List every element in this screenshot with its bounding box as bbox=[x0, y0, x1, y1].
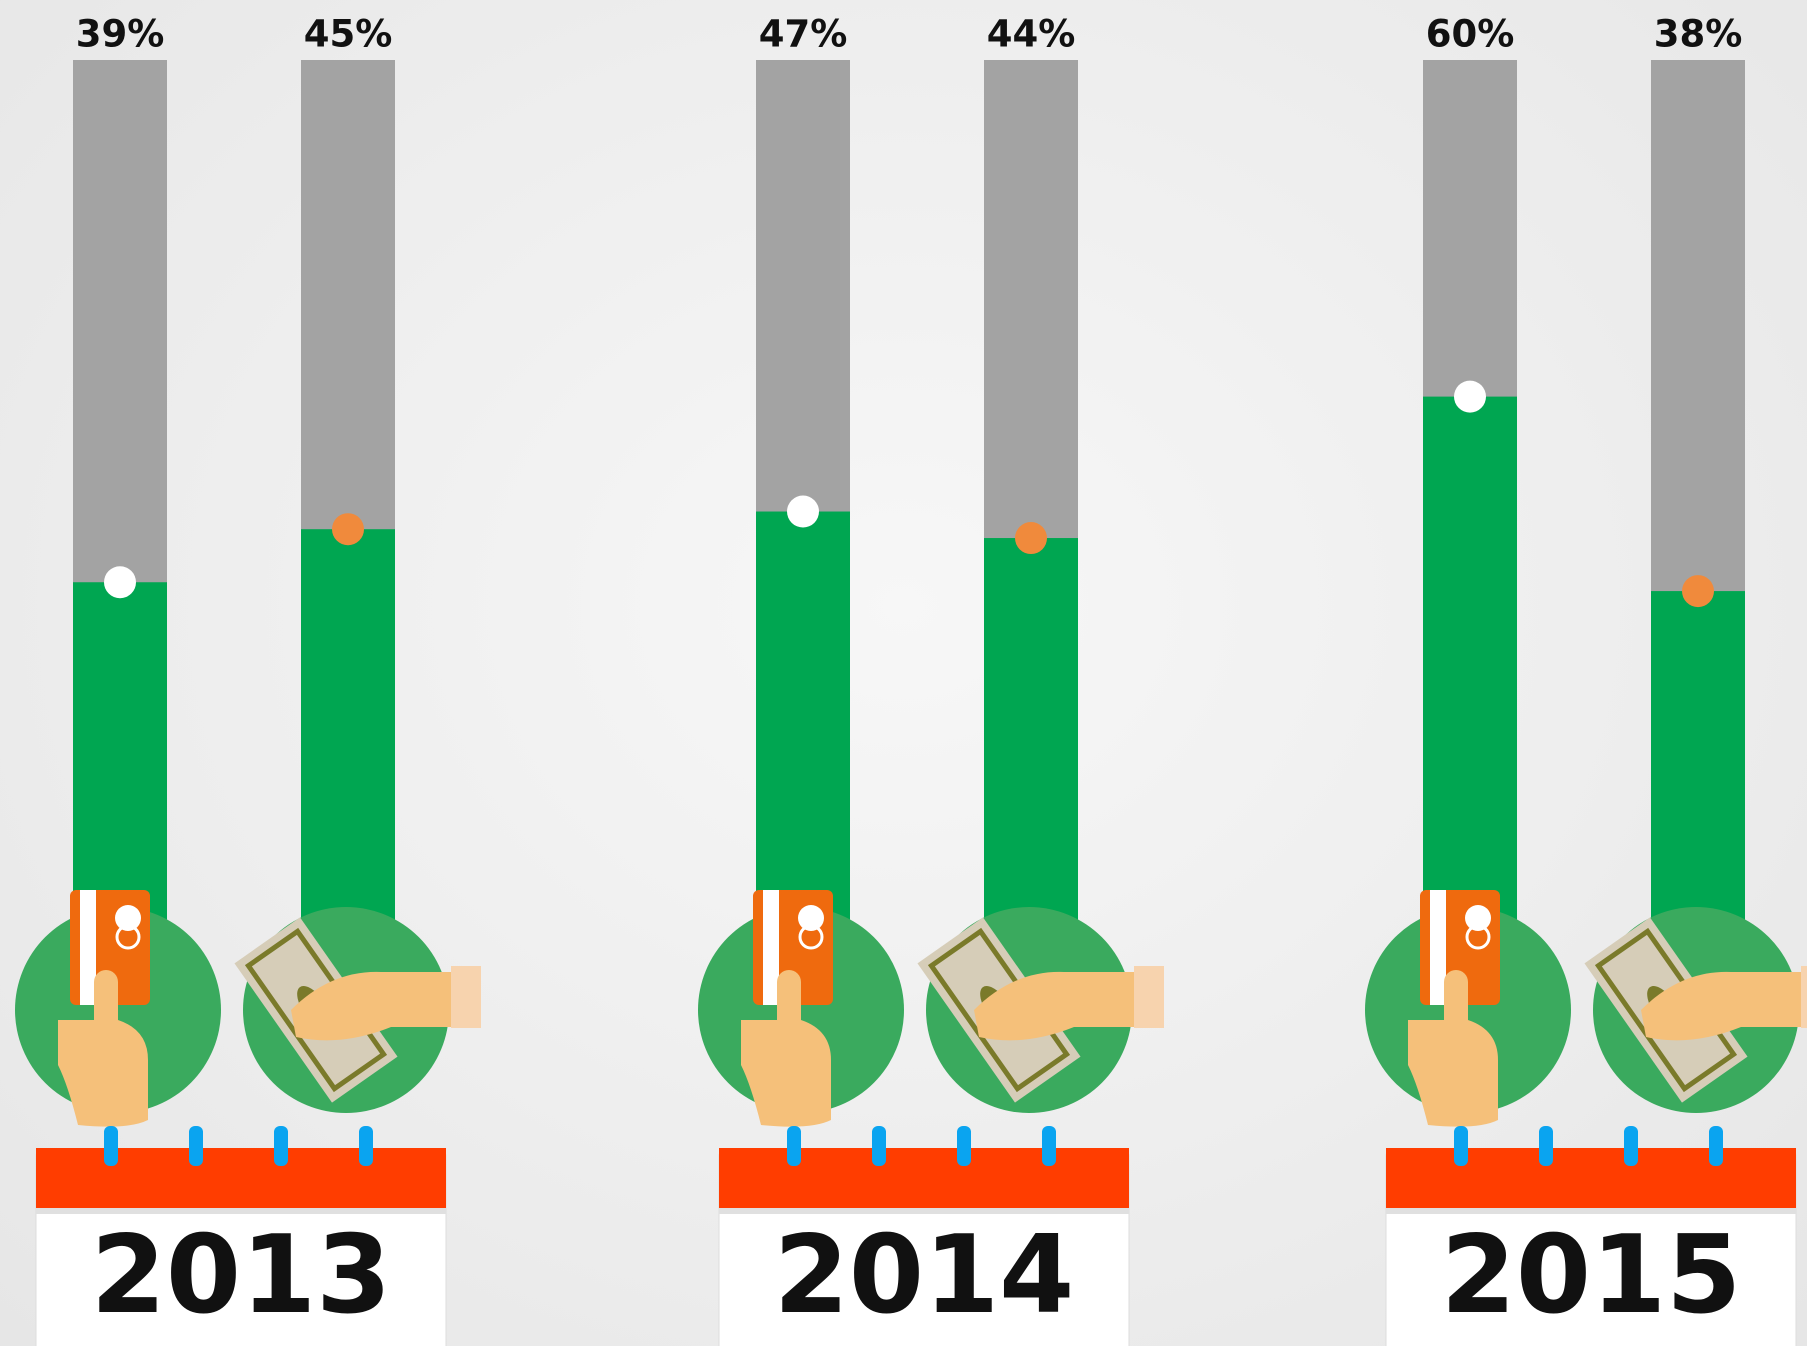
calendar-ring bbox=[104, 1126, 118, 1166]
card-icon bbox=[698, 890, 904, 1127]
calendar-ring bbox=[359, 1126, 373, 1166]
calendar-ring bbox=[787, 1126, 801, 1166]
bar-marker bbox=[1454, 381, 1486, 413]
chart: 39% 45% 2013 47% 44% 2014 60% 38% 2015 bbox=[0, 0, 1807, 1346]
bar-marker bbox=[787, 496, 819, 528]
thumb bbox=[1444, 970, 1468, 1040]
calendar-ring bbox=[957, 1126, 971, 1166]
calendar-ring bbox=[1624, 1126, 1638, 1166]
card-stripe bbox=[1430, 890, 1446, 1005]
category-label: 2015 bbox=[1441, 1213, 1742, 1338]
bar bbox=[73, 582, 167, 927]
card-stripe bbox=[80, 890, 96, 1005]
cash-icon bbox=[234, 907, 481, 1113]
bar bbox=[1423, 397, 1517, 927]
value-label: 44% bbox=[987, 13, 1076, 56]
card-icon bbox=[1365, 890, 1571, 1127]
bar-marker bbox=[332, 513, 364, 545]
calendar-top bbox=[36, 1148, 446, 1212]
bar bbox=[984, 538, 1078, 927]
bar bbox=[1651, 591, 1745, 927]
bar-marker bbox=[104, 566, 136, 598]
calendar-ring bbox=[274, 1126, 288, 1166]
calendar-ring bbox=[1454, 1126, 1468, 1166]
card-icon bbox=[15, 890, 221, 1127]
cash-icon bbox=[917, 907, 1164, 1113]
calendar-top bbox=[719, 1148, 1129, 1212]
value-label: 47% bbox=[759, 13, 848, 56]
value-label: 39% bbox=[76, 13, 165, 56]
calendar-ring bbox=[1709, 1126, 1723, 1166]
cuff bbox=[451, 966, 481, 1028]
cash-icon bbox=[1584, 907, 1807, 1113]
page: 39%45%201347%44%201460%38%2015 (() => { … bbox=[0, 0, 1807, 1346]
bar bbox=[756, 512, 850, 927]
bar bbox=[301, 529, 395, 927]
card-stripe bbox=[763, 890, 779, 1005]
calendar-ring bbox=[189, 1126, 203, 1166]
calendar-top bbox=[1386, 1148, 1796, 1212]
bar-marker bbox=[1015, 522, 1047, 554]
category-label: 2013 bbox=[91, 1213, 392, 1338]
value-label: 45% bbox=[304, 13, 393, 56]
value-label: 60% bbox=[1426, 13, 1515, 56]
cuff bbox=[1801, 966, 1807, 1028]
thumb bbox=[94, 970, 118, 1040]
category-label: 2014 bbox=[774, 1213, 1075, 1338]
calendar-ring bbox=[1539, 1126, 1553, 1166]
cuff bbox=[1134, 966, 1164, 1028]
thumb bbox=[777, 970, 801, 1040]
calendar-ring bbox=[1042, 1126, 1056, 1166]
calendar-ring bbox=[872, 1126, 886, 1166]
value-label: 38% bbox=[1654, 13, 1743, 56]
bar-marker bbox=[1682, 575, 1714, 607]
